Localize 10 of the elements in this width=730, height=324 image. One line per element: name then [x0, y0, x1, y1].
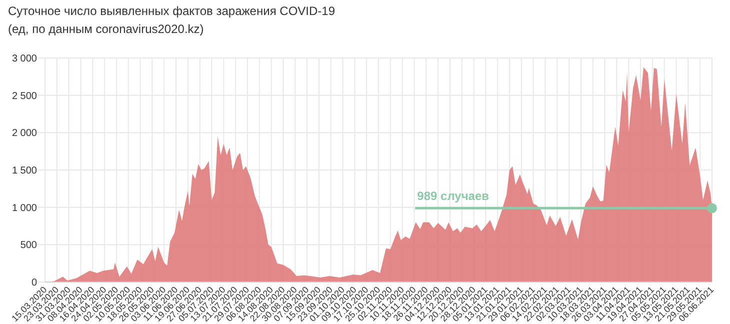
chart-subtitle: (ед, по данным coronavirus2020.kz): [8, 22, 204, 36]
y-tick-label: 0: [31, 278, 38, 288]
y-tick-label: 2 500: [12, 90, 38, 102]
chart-title: Суточное число выявленных фактов заражения COVID-19: [8, 4, 336, 18]
y-tick-label: 1 000: [12, 202, 38, 214]
ref-line-label: 989 случаев: [417, 189, 490, 204]
y-tick-label: 1 500: [12, 166, 38, 176]
y-tick-label: 3 000: [12, 54, 38, 64]
y-tick-label: 500: [20, 240, 38, 252]
y-tick-label: 2 000: [12, 128, 38, 140]
